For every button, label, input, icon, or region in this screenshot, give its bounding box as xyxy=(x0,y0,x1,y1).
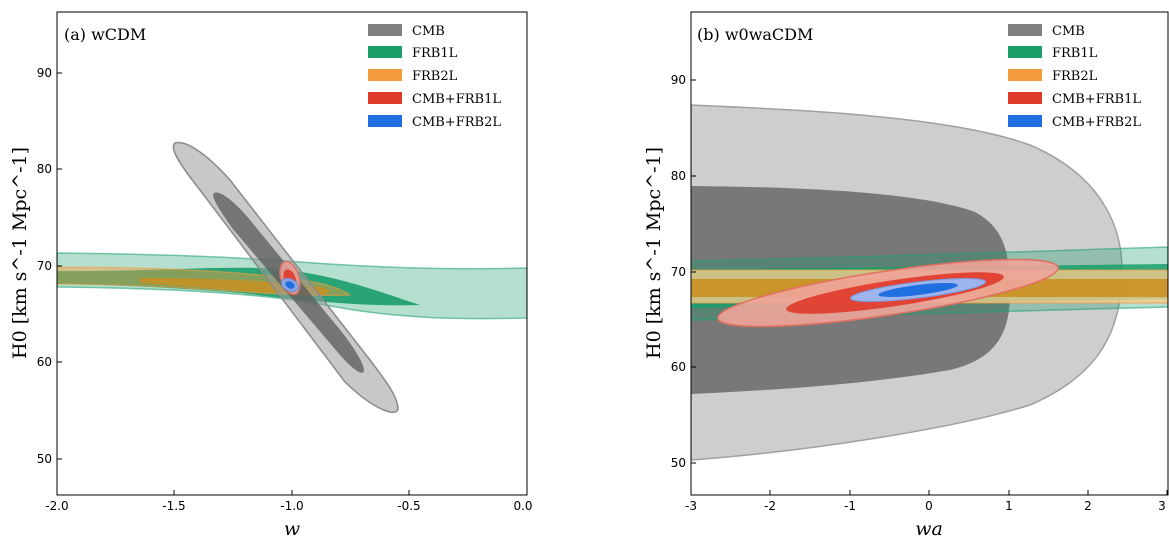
cmb-frb2-1sigma-region-b xyxy=(878,283,958,297)
panel-b: 50 60 70 80 90 -3 -2 -1 0 1 2 3 wa H0 [k… xyxy=(643,11,1169,540)
legend-label: CMB+FRB1L xyxy=(1052,92,1141,107)
y-tick-label: 50 xyxy=(37,452,52,466)
y-tick-label: 90 xyxy=(37,66,52,80)
legend-swatch-cmb-frb2 xyxy=(368,115,402,127)
legend-label: CMB+FRB2L xyxy=(412,115,501,130)
panel-label: (a) wCDM xyxy=(64,25,146,44)
x-axis-label: wa xyxy=(915,518,943,540)
y-tick-label: 80 xyxy=(671,169,686,183)
legend-b: CMB FRB1L FRB2L CMB+FRB1L CMB+FRB2L xyxy=(1008,24,1141,130)
y-tick-label: 60 xyxy=(671,360,686,374)
x-tick-label: -3 xyxy=(685,499,697,513)
legend-label: CMB+FRB2L xyxy=(1052,115,1141,130)
x-tick-label: 2 xyxy=(1084,499,1092,513)
legend-swatch-frb2 xyxy=(1008,69,1042,81)
x-tick-label: 0.0 xyxy=(513,499,532,513)
y-tick-label: 50 xyxy=(671,456,686,470)
y-tick-label: 70 xyxy=(671,265,686,279)
legend-label: CMB xyxy=(412,24,445,39)
legend-label: FRB1L xyxy=(1052,46,1098,61)
panel-a-plot-area xyxy=(57,141,527,413)
x-tick-label: -2 xyxy=(764,499,776,513)
x-tick-label: -1 xyxy=(844,499,856,513)
legend-a: CMB FRB1L FRB2L CMB+FRB1L CMB+FRB2L xyxy=(368,24,501,130)
legend-swatch-cmb-frb2 xyxy=(1008,115,1042,127)
cmb-frb2-1sigma-region-a xyxy=(285,281,295,289)
x-tick-label: 1 xyxy=(1005,499,1013,513)
y-tick-label: 70 xyxy=(37,259,52,273)
y-tick-label: 90 xyxy=(671,73,686,87)
panel-a-y-ticks xyxy=(57,72,62,460)
y-axis-label: H0 [km s^-1 Mpc^-1] xyxy=(9,147,31,359)
x-tick-label: -1.0 xyxy=(280,499,303,513)
x-tick-label: 3 xyxy=(1158,499,1166,513)
y-tick-label: 60 xyxy=(37,355,52,369)
legend-label: CMB+FRB1L xyxy=(412,92,501,107)
x-tick-label: -0.5 xyxy=(397,499,420,513)
legend-swatch-frb1 xyxy=(368,46,402,58)
y-tick-label: 80 xyxy=(37,162,52,176)
panel-b-y-ticks xyxy=(691,79,696,464)
x-tick-label: -1.5 xyxy=(162,499,185,513)
legend-swatch-cmb-frb1 xyxy=(368,92,402,104)
panel-label: (b) w0waCDM xyxy=(697,25,813,44)
legend-swatch-frb2 xyxy=(368,69,402,81)
panel-b-plot-area xyxy=(691,104,1168,461)
legend-swatch-frb1 xyxy=(1008,46,1042,58)
panel-a-x-ticks xyxy=(56,490,528,495)
panel-a: 50 60 70 80 90 -2.0 -1.5 -1.0 -0.5 0.0 w… xyxy=(9,11,533,540)
legend-label: FRB1L xyxy=(412,46,458,61)
legend-swatch-cmb xyxy=(1008,24,1042,36)
legend-label: FRB2L xyxy=(1052,69,1098,84)
panel-b-x-ticks xyxy=(690,490,1168,495)
legend-swatch-cmb xyxy=(368,24,402,36)
legend-label: FRB2L xyxy=(412,69,458,84)
x-tick-label: -2.0 xyxy=(45,499,68,513)
y-axis-label: H0 [km s^-1 Mpc^-1] xyxy=(643,147,665,359)
legend-swatch-cmb-frb1 xyxy=(1008,92,1042,104)
legend-label: CMB xyxy=(1052,24,1085,39)
x-axis-label: w xyxy=(284,518,300,540)
x-tick-label: 0 xyxy=(925,499,933,513)
